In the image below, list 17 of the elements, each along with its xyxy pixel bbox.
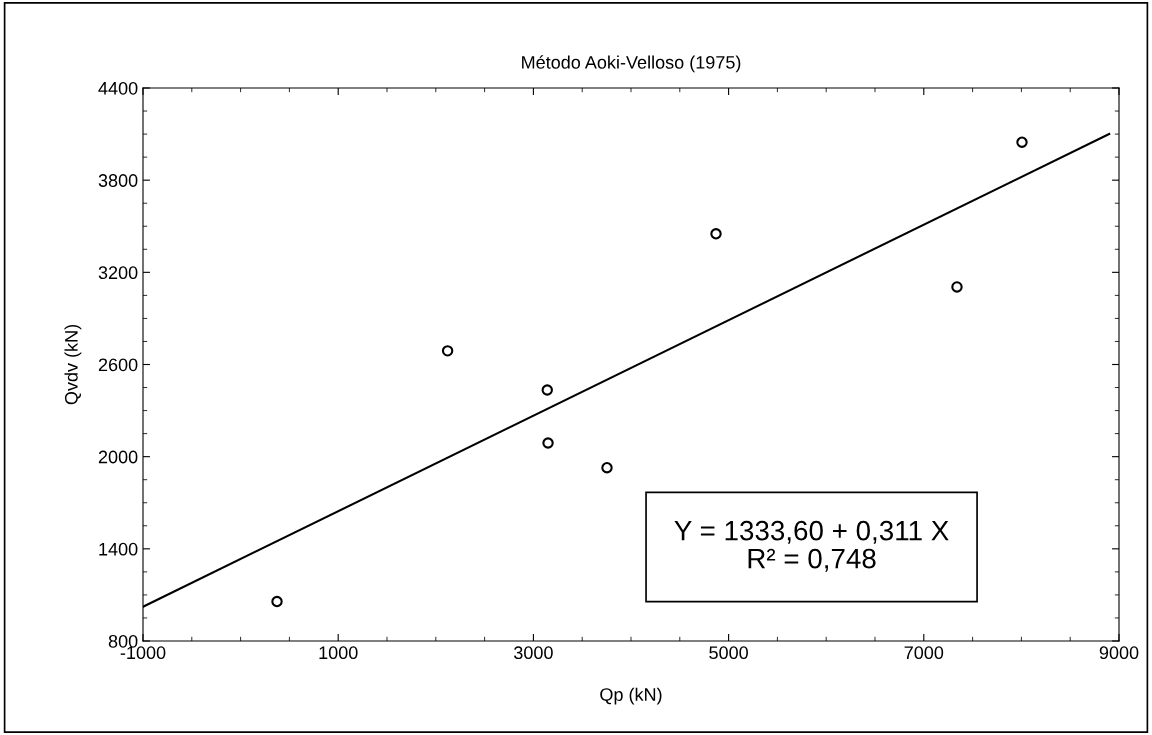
x-tick-label: 7000: [904, 646, 944, 660]
chart-title: Método Aoki-Velloso (1975): [522, 55, 741, 73]
x-tick-label: 9000: [1099, 646, 1139, 660]
y-tick-label: 2000: [98, 450, 138, 464]
x-axis-title: Qp (kN): [600, 687, 662, 705]
y-tick-label: 1400: [99, 542, 138, 556]
x-tick-label: -1000: [120, 646, 166, 660]
annotation: Y = 1333,60 + 0,311 X R² = 0,748: [674, 520, 949, 572]
y-tick-label: 3800: [98, 174, 138, 187]
y-tick-label: 800: [108, 634, 138, 648]
x-tick-label: 3000: [514, 646, 553, 660]
y-tick-label: 2600: [98, 358, 138, 372]
y-tick-label: 3200: [98, 266, 138, 280]
y-tick-label: 4400: [98, 81, 138, 95]
x-tick-label: 5000: [709, 646, 748, 660]
y-axis-title: Qvdv (kN): [64, 324, 82, 405]
x-tick-label: 1000: [319, 646, 358, 660]
